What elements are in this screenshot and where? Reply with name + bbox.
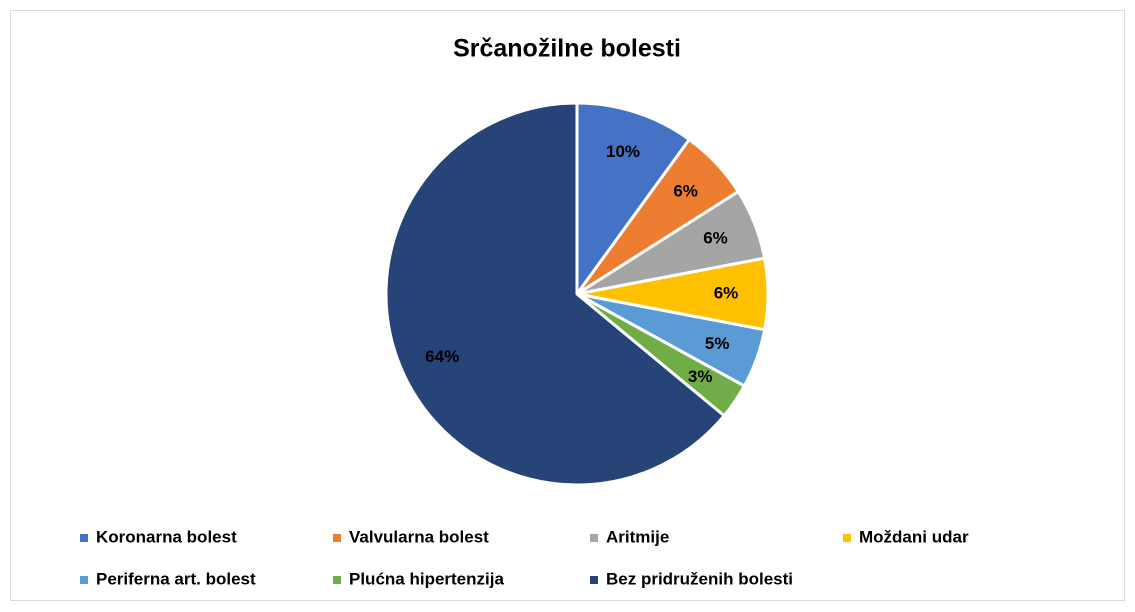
legend-label: Periferna art. bolest [96, 569, 256, 588]
data-label: 5% [705, 334, 730, 353]
legend-swatch [80, 576, 88, 584]
legend-swatch [333, 576, 341, 584]
data-label: 6% [703, 229, 728, 248]
legend-swatch [333, 534, 341, 542]
pie-slice [384, 101, 726, 487]
legend-swatch [80, 534, 88, 542]
legend-swatch [843, 534, 851, 542]
data-label: 64% [425, 347, 459, 366]
chart-title: Srčanožilne bolesti [453, 35, 681, 63]
legend-label: Plućna hipertenzija [349, 569, 504, 588]
data-label: 3% [688, 367, 713, 386]
data-label: 6% [714, 283, 739, 302]
legend-swatch [590, 534, 598, 542]
legend-label: Aritmije [606, 527, 669, 546]
data-label: 6% [673, 182, 698, 201]
legend-label: Moždani udar [859, 527, 969, 546]
legend-label: Koronarna bolest [96, 527, 237, 546]
legend-label: Bez pridruženih bolesti [606, 569, 793, 588]
data-label: 10% [606, 142, 640, 161]
legend-swatch [590, 576, 598, 584]
pie-slice [575, 101, 691, 296]
legend-label: Valvularna bolest [349, 527, 489, 546]
